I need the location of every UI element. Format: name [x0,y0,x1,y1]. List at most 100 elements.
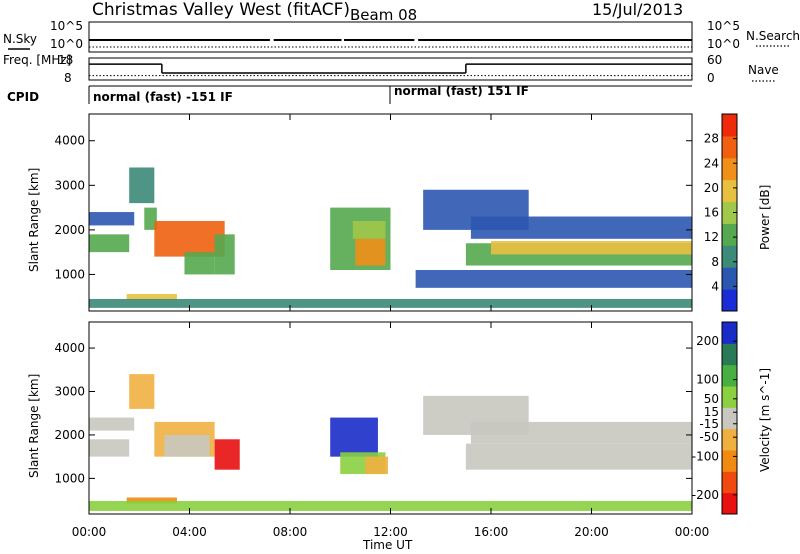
heatmap-cell [89,234,130,253]
y-tick-label: 3000 [54,178,85,192]
colorbar-swatch [722,114,737,137]
power-yticks: 1000 2000 3000 4000 [54,134,692,281]
x-axis-label: Time UT [362,538,413,552]
velocity-panel: Slant Range [km] 1000 2000 3000 4000 -200 -1… [27,321,772,515]
noise-left-tick-bottom: 10^0 [50,37,83,51]
freq-left-label: Freq. [MHz] [3,53,71,67]
power-heatmap [89,167,692,308]
colorbar-frame [721,321,738,515]
freq-lines [89,63,692,77]
x-tick-label: 16:00 [474,525,509,539]
noise-panel: N.Sky 10^5 10^0 10^5 10^0 N.Search [3,19,800,53]
heatmap-cell [470,421,692,444]
x-tick-label: 04:00 [172,525,207,539]
noise-lines [89,39,692,48]
noise-right-tick-top: 10^5 [707,19,740,33]
colorbar-swatch [722,289,737,312]
colorbar-tick-label: 28 [704,132,719,146]
date-title: 15/Jul/2013 [592,0,683,19]
power-colorbar: 4 8 12 16 20 24 28 [704,113,738,312]
colorbar-swatch [722,267,737,290]
heatmap-cell [89,500,692,511]
beam-title: Beam 08 [350,6,417,24]
freq-right-label: Nave [748,63,779,77]
y-tick-label: 4000 [54,134,85,148]
heatmap-cell [214,439,240,470]
colorbar-swatch [722,343,737,366]
freq-panel: Freq. [MHz] 18 8 60 0 Nave [3,53,779,85]
colorbar-swatch [722,407,737,430]
heatmap-cell [89,212,135,226]
cpid-segment-2: normal (fast) 151 IF [394,84,529,98]
colorbar-swatch [722,364,737,387]
cpid-segment-1: normal (fast) -151 IF [93,90,233,104]
heatmap-cell [89,298,692,308]
x-tick-label: 00:00 [675,525,710,539]
cpid-label: CPID [7,90,39,104]
velocity-colorbar-label: Velocity [m s^-1] [758,368,772,472]
colorbar-tick-label: -200 [692,488,719,502]
colorbar-tick-label: 50 [704,392,719,406]
colorbar-swatch [722,322,737,344]
colorbar-swatch [722,179,737,203]
y-tick-label: 4000 [54,341,85,355]
freq-left-tick-bottom: 8 [64,71,72,85]
colorbar-tick-label: 8 [711,255,719,269]
colorbar-swatch [722,201,737,224]
x-axis: 00:00 04:00 08:00 12:00 16:00 20:00 00:00 [72,114,710,539]
heatmap-cell [330,417,378,457]
velocity-heatmap [89,374,692,511]
colorbar-tick-label: -100 [692,449,719,463]
colorbar-swatch [722,428,737,451]
y-tick-label: 1000 [54,471,85,485]
y-tick-label: 2000 [54,223,85,237]
heatmap-cell [89,417,135,431]
heatmap-cell [352,220,386,239]
heatmap-cell [129,167,155,204]
noise-right-label: N.Search [746,29,800,43]
y-tick-label: 3000 [54,385,85,399]
station-title: Christmas Valley West (fitACF) [92,0,350,20]
colorbar-tick-label: 100 [696,373,719,387]
colorbar-tick-label: 15 [704,405,719,419]
colorbar-tick-label: -15 [699,417,719,431]
freq-right-tick-top: 60 [707,53,722,67]
cpid-panel: CPID normal (fast) -151 IF normal (fast)… [7,84,692,104]
heatmap-cell [144,207,157,230]
power-panel: Slant Range [km] 1000 2000 3000 4000 4 8 12 16… [27,113,772,312]
heatmap-cell [126,294,177,301]
heatmap-cell [465,443,692,470]
velocity-yticks: 1000 2000 3000 4000 [54,341,692,485]
velocity-panel-frame [88,321,693,515]
x-tick-label: 20:00 [574,525,609,539]
colorbar-tick-label: 16 [704,206,719,220]
power-colorbar-label: Power [dB] [758,185,772,250]
colorbar-tick-label: 24 [704,156,719,170]
power-ylabel: Slant Range [km] [27,168,41,272]
heatmap-cell [154,220,225,257]
heatmap-cell [129,374,155,409]
colorbar-tick-label: 20 [704,181,719,195]
heatmap-cell [355,238,386,266]
y-tick-label: 1000 [54,267,85,281]
x-tick-label: 08:00 [273,525,308,539]
noise-left-label: N.Sky [3,32,37,46]
colorbar-tick-label: 200 [696,334,719,348]
colorbar-swatch [722,157,737,181]
x-tick-label: 00:00 [72,525,107,539]
colorbar-swatch [722,492,737,515]
heatmap-cell [365,456,388,475]
noise-panel-frame [88,21,693,53]
colorbar-tick-label: 12 [704,230,719,244]
heatmap-cell [491,241,692,255]
colorbar-tick-label: 4 [711,279,719,293]
heatmap-cell [126,497,177,504]
heatmap-cell [214,234,235,275]
colorbar-swatch [722,245,737,268]
heatmap-cell [89,439,130,457]
freq-left-tick-top: 18 [58,53,73,67]
heatmap-cell [470,216,692,239]
freq-right-tick-bottom: 0 [707,71,715,85]
